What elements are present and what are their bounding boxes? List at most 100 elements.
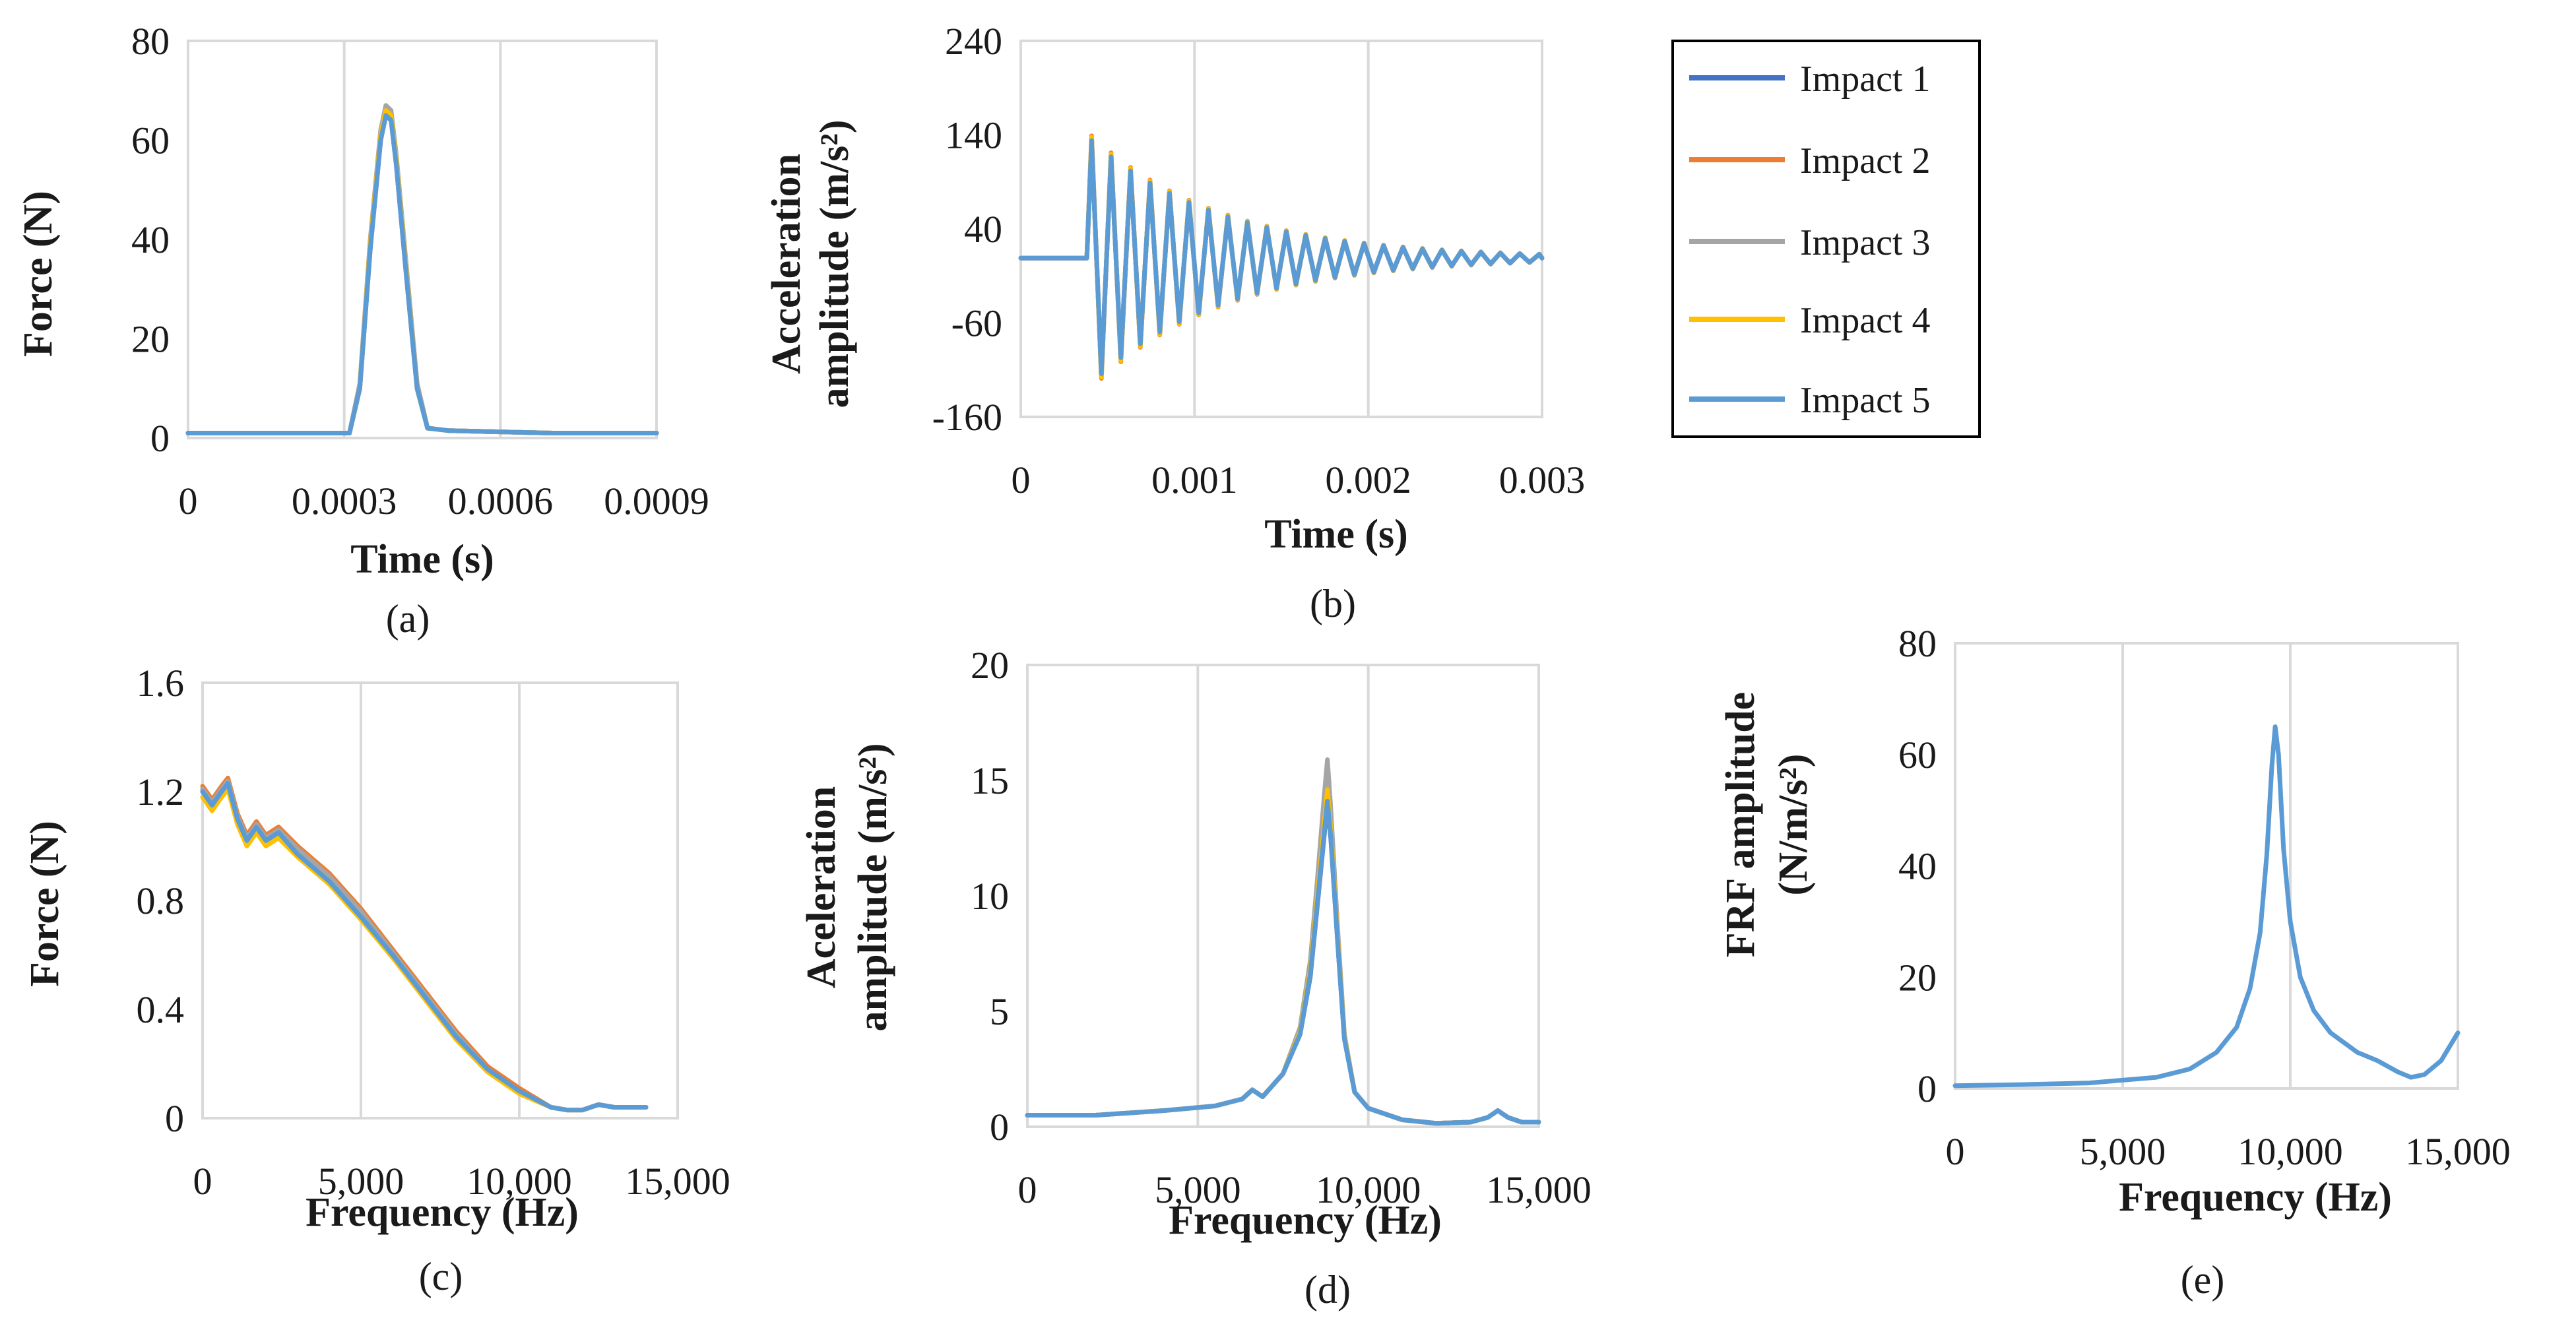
x-axis-label: Time (s) — [1264, 512, 1408, 557]
chart-panel-b: -160 -60 40 140 240 0 0.001 0.002 0.003 Time (s… — [764, 20, 1585, 625]
x-tick-label: 0 — [179, 480, 198, 522]
y-axis-label: Force (N) — [22, 821, 67, 987]
x-tick-label: 0.002 — [1325, 458, 1411, 501]
y-axis-label-line-1: Acceleration — [764, 154, 809, 374]
x-tick-label: 0.0003 — [292, 480, 397, 522]
y-tick-labels: 0 20 40 60 80 — [1898, 622, 1937, 1110]
x-tick-label: 10,000 — [1316, 1168, 1421, 1211]
legend-entry-impact-5: Impact 5 — [1689, 380, 1930, 421]
chart-panel-d: 0 5 10 15 20 0 5,000 10,000 15,000 Frequency (H… — [799, 644, 1592, 1311]
series-line-impact-3 — [185, 103, 659, 435]
y-tick-label: 0 — [150, 417, 170, 460]
y-tick-labels: -160 -60 40 140 240 — [932, 20, 1002, 439]
x-tick-label: 10,000 — [2238, 1130, 2343, 1173]
x-axis-label: Time (s) — [350, 537, 494, 582]
series-group — [200, 775, 649, 1113]
gridlines — [201, 681, 679, 1119]
x-tick-labels: 0 0.001 0.002 0.003 — [1012, 458, 1586, 501]
series-line-impact-5 — [1952, 724, 2461, 1088]
panel-caption: (b) — [1310, 582, 1356, 625]
x-axis-label: Frequency (Hz) — [306, 1190, 579, 1235]
series-group — [185, 103, 659, 435]
series-line-impact-3 — [200, 778, 649, 1113]
y-tick-label: 60 — [131, 119, 170, 162]
y-axis-label-line-2: (N/m/s²) — [1771, 754, 1816, 896]
y-tick-label: 60 — [1898, 734, 1937, 776]
y-tick-label: 1.6 — [137, 662, 185, 705]
y-tick-label: 80 — [131, 20, 170, 63]
y-tick-label: 40 — [131, 218, 170, 261]
y-tick-label: 1.2 — [137, 771, 185, 813]
x-tick-label: 15,000 — [2405, 1130, 2511, 1173]
y-tick-label: 0 — [990, 1106, 1009, 1149]
series-line-impact-4 — [185, 108, 659, 435]
legend-entry-impact-1: Impact 1 — [1689, 59, 1930, 100]
x-axis-label: Frequency (Hz) — [2119, 1175, 2392, 1220]
panel-caption: (c) — [419, 1255, 463, 1298]
y-tick-label: -160 — [932, 396, 1002, 439]
legend-label: Impact 1 — [1800, 59, 1930, 100]
chart-panel-e: 0 20 40 60 80 0 5,000 10,000 15,000 Frequency (… — [1718, 622, 2511, 1302]
series-line-impact-1 — [185, 113, 659, 435]
x-tick-label: 5,000 — [2080, 1130, 2166, 1173]
y-tick-label: 0.4 — [137, 988, 185, 1031]
y-tick-label: 80 — [1898, 622, 1937, 665]
x-tick-label: 5,000 — [1155, 1168, 1241, 1211]
legend-entry-impact-2: Impact 2 — [1689, 141, 1930, 181]
panel-caption: (e) — [2181, 1258, 2225, 1302]
x-tick-label: 0 — [1012, 458, 1031, 501]
series-line-impact-5 — [1018, 138, 1545, 376]
y-tick-label: 0.8 — [137, 879, 185, 922]
y-tick-label: -60 — [951, 302, 1002, 345]
x-tick-labels: 0 0.0003 0.0006 0.0009 — [179, 480, 709, 522]
x-axis-label: Frequency (Hz) — [1169, 1198, 1442, 1243]
chart-panel-a: 0 20 40 60 80 0 0.0003 0.0006 0.0009 Time (s) F… — [16, 20, 709, 641]
x-tick-label: 0.003 — [1499, 458, 1586, 501]
y-tick-label: 0 — [165, 1097, 184, 1140]
y-tick-labels: 0 5 10 15 20 — [971, 644, 1009, 1149]
series-line-impact-2 — [200, 775, 649, 1113]
legend-entry-impact-4: Impact 4 — [1689, 300, 1930, 341]
panel-caption: (a) — [386, 597, 430, 641]
legend-label: Impact 3 — [1800, 222, 1930, 263]
y-tick-label: 240 — [945, 20, 1002, 63]
y-tick-labels: 0 0.4 0.8 1.2 1.6 — [137, 662, 185, 1140]
panel-caption: (d) — [1304, 1268, 1351, 1311]
legend-label: Impact 2 — [1800, 141, 1930, 181]
y-axis-label-line-1: Aceleration — [799, 786, 844, 988]
gridlines — [1026, 664, 1540, 1128]
y-tick-label: 0 — [1917, 1067, 1937, 1110]
series-group — [1018, 133, 1545, 381]
y-axis-label-line-2: amplitude (m/s²) — [812, 119, 857, 408]
x-tick-label: 0.001 — [1151, 458, 1238, 501]
chart-panel-c: 0 0.4 0.8 1.2 1.6 0 5,000 10,000 15,000 Frequen… — [22, 662, 730, 1298]
y-tick-label: 20 — [1898, 956, 1937, 999]
series-group — [1025, 757, 1541, 1126]
plot-frame — [1019, 40, 1543, 418]
series-line-impact-5 — [1025, 799, 1541, 1126]
legend-label: Impact 5 — [1800, 380, 1930, 421]
y-tick-label: 5 — [990, 990, 1009, 1033]
x-tick-label: 0 — [1946, 1130, 1965, 1173]
x-tick-label: 10,000 — [467, 1160, 572, 1203]
x-tick-labels: 0 5,000 10,000 15,000 — [193, 1160, 730, 1203]
y-tick-labels: 0 20 40 60 80 — [131, 20, 170, 460]
y-tick-label: 15 — [971, 759, 1009, 802]
x-tick-label: 0.0009 — [604, 480, 709, 522]
plot-frame — [1954, 642, 2459, 1090]
gridlines — [1019, 40, 1543, 418]
series-line-impact-5 — [185, 113, 659, 435]
y-tick-label: 40 — [964, 208, 1002, 251]
series-group — [1952, 724, 2461, 1088]
x-tick-labels: 0 5,000 10,000 15,000 — [1018, 1168, 1592, 1211]
x-tick-label: 15,000 — [625, 1160, 730, 1203]
x-tick-label: 0.0006 — [448, 480, 554, 522]
plot-frame — [1026, 664, 1540, 1128]
y-tick-label: 40 — [1898, 845, 1937, 888]
x-tick-label: 5,000 — [318, 1160, 404, 1203]
gridlines — [1954, 642, 2459, 1090]
x-tick-label: 0 — [193, 1160, 212, 1203]
x-tick-label: 15,000 — [1486, 1168, 1592, 1211]
plot-frame — [201, 681, 679, 1119]
